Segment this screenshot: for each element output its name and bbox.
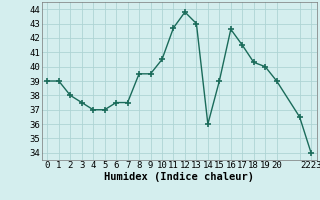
X-axis label: Humidex (Indice chaleur): Humidex (Indice chaleur) xyxy=(104,172,254,182)
